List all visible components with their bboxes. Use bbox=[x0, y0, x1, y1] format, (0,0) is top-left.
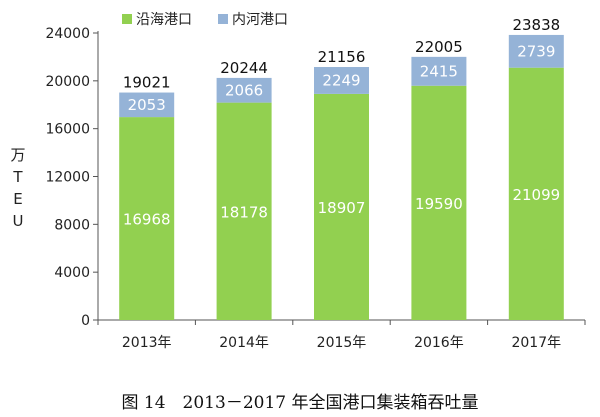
data-label-coastal: 21099 bbox=[512, 186, 560, 204]
y-axis-label-char: U bbox=[13, 212, 24, 230]
figure-caption: 图 14 2013－2017 年全国港口集装箱吞吐量 bbox=[121, 393, 479, 413]
data-label-total: 22005 bbox=[415, 38, 463, 56]
y-tick-label: 16000 bbox=[45, 122, 90, 138]
y-axis-label-char: T bbox=[12, 168, 23, 186]
data-label-inland: 2066 bbox=[225, 81, 263, 99]
x-tick-label: 2017年 bbox=[511, 335, 561, 351]
data-label-coastal: 19590 bbox=[415, 195, 463, 213]
bar-inland bbox=[216, 77, 272, 103]
x-tick-label: 2014年 bbox=[219, 335, 269, 351]
data-label-total: 20244 bbox=[220, 59, 268, 77]
x-tick-label: 2016年 bbox=[414, 335, 464, 351]
data-label-inland: 2053 bbox=[128, 96, 166, 114]
legend-label: 内河港口 bbox=[232, 12, 288, 28]
y-tick-label: 12000 bbox=[45, 170, 90, 186]
y-tick-label: 20000 bbox=[45, 74, 90, 90]
data-label-inland: 2249 bbox=[322, 71, 360, 89]
bar-coastal bbox=[411, 85, 467, 320]
bar-coastal bbox=[314, 93, 369, 320]
y-axis-label-char: 万 bbox=[10, 146, 25, 164]
data-label-inland: 2415 bbox=[420, 62, 458, 80]
y-tick-label: 8000 bbox=[54, 217, 90, 233]
bar-inland bbox=[119, 92, 175, 118]
y-tick-label: 24000 bbox=[45, 26, 90, 42]
bar-inland bbox=[411, 56, 467, 86]
bar-inland bbox=[508, 34, 564, 68]
y-axis-label-char: E bbox=[13, 190, 22, 208]
legend-swatch bbox=[122, 14, 132, 24]
bar-coastal bbox=[119, 117, 175, 320]
y-tick-label: 4000 bbox=[54, 265, 90, 281]
data-label-total: 23838 bbox=[512, 16, 560, 34]
x-tick-label: 2013年 bbox=[122, 335, 172, 351]
data-label-inland: 2739 bbox=[517, 42, 555, 60]
legend-label: 沿海港口 bbox=[136, 12, 192, 28]
legend-swatch bbox=[218, 14, 228, 24]
bar-coastal bbox=[508, 67, 564, 320]
data-label-total: 21156 bbox=[318, 48, 366, 66]
data-label-coastal: 18178 bbox=[220, 203, 268, 221]
bar-inland bbox=[314, 67, 369, 94]
bar-coastal bbox=[216, 102, 272, 320]
data-label-total: 19021 bbox=[123, 74, 171, 92]
x-tick-label: 2015年 bbox=[317, 335, 367, 351]
y-tick-label: 0 bbox=[81, 313, 90, 329]
data-label-coastal: 16968 bbox=[123, 211, 171, 229]
data-label-coastal: 18907 bbox=[318, 199, 366, 217]
